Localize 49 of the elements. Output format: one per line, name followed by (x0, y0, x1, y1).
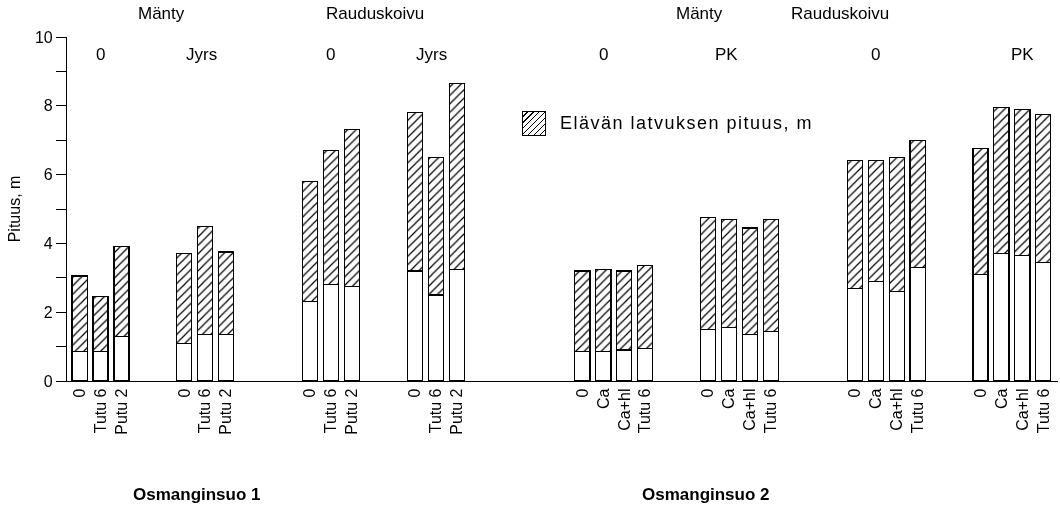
y-tick-label: 4 (43, 235, 53, 252)
x-tick-label: 0 (573, 388, 591, 398)
x-tick-label: 0 (699, 388, 717, 398)
text: Osmanginsuo 1 (133, 485, 261, 504)
x-tick-label: Ca+hl (615, 388, 633, 431)
text: Osmanginsuo 2 (642, 485, 770, 504)
x-tick-label: Ca+hl (887, 388, 905, 431)
x-tick-label: Ca (594, 388, 612, 409)
x-tick-label: Tutu 6 (196, 388, 214, 434)
text: Mänty (138, 4, 185, 23)
annotation: 0 (96, 45, 106, 64)
x-tick-label: 0 (175, 388, 193, 398)
annotation: PK (715, 45, 739, 64)
text: Mänty (676, 4, 723, 23)
x-tick-label: 0 (971, 388, 989, 398)
x-tick-label: 0 (845, 388, 863, 398)
annotation: 0 (871, 45, 881, 64)
x-tick-label: Tutu 6 (322, 388, 340, 434)
x-tick-label: Putu 2 (343, 388, 361, 435)
y-tick-label: 6 (43, 166, 53, 184)
y-tick-label: 8 (43, 97, 53, 115)
x-tick-label: Tutu 6 (91, 388, 109, 434)
x-tick-label: Tutu 6 (1034, 388, 1052, 434)
text: Rauduskoivu (791, 4, 890, 23)
x-tick-label: Tutu 6 (762, 388, 780, 434)
x-tick-label: Tutu 6 (636, 388, 654, 434)
x-tick-label: 0 (70, 388, 88, 398)
x-tick-label: Putu 2 (217, 388, 235, 435)
legend-label: Elävän latvuksen pituus, m (560, 113, 814, 134)
x-tick-label: Ca (720, 388, 738, 409)
text: Rauduskoivu (326, 4, 425, 23)
annotation: 0 (599, 45, 609, 64)
x-tick-label: Ca (866, 388, 884, 409)
x-tick-label: Ca+hl (741, 388, 759, 431)
x-tick-label: Ca+hl (1013, 388, 1031, 431)
x-tick-label: Putu 2 (112, 388, 130, 435)
y-tick-label: 2 (43, 303, 53, 321)
annotation: 0 (326, 45, 336, 64)
x-tick-label: Tutu 6 (908, 388, 926, 434)
annotation: Jyrs (416, 45, 448, 64)
y-axis-title: Pituus, m (5, 175, 23, 243)
x-tick-label: Tutu 6 (426, 388, 444, 434)
annotation: PK (1011, 45, 1035, 64)
x-tick-label: 0 (301, 388, 319, 398)
x-tick-label: Putu 2 (447, 388, 465, 435)
x-tick-label: Ca (992, 388, 1010, 409)
annotation: Jyrs (186, 45, 218, 64)
y-tick-label: 10 (34, 28, 53, 46)
x-tick-label: 0 (405, 388, 423, 398)
